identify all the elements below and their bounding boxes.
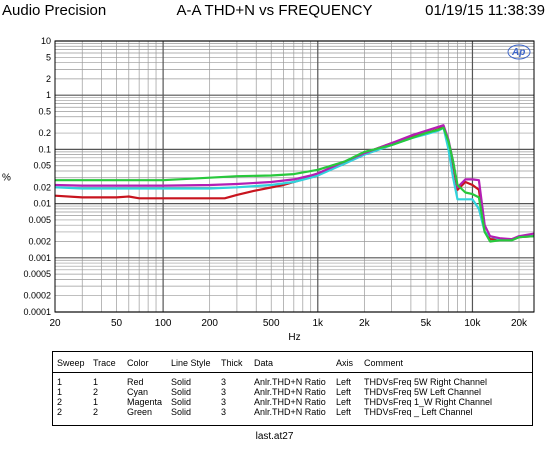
y-tick-label: 5 [46,52,51,62]
x-axis-label: Hz [288,332,300,343]
y-tick-label: 0.002 [28,236,51,246]
legend-cell-data: Anlr.THD+N Ratio [254,397,326,407]
y-tick-label: 2 [46,74,51,84]
file-name: last.at27 [255,431,294,442]
major-gridlines [55,40,534,313]
y-tick-label: 1 [46,90,51,100]
y-tick-labels: 10 5 2 1 0.5 0.2 0.1 0.05 0.02 0.01 0.005 0.002 0.00… [23,36,51,317]
legend-cell-sweep: 1 [57,387,63,397]
x-tick-label: 20 [49,318,61,329]
legend-cell-comment: THDVsFreq 5W Left Channel [364,387,482,397]
legend-cell-thick: 3 [221,397,227,407]
series-group [54,124,535,243]
y-tick-label: 0.0002 [23,291,51,301]
legend-cell-line-style: Solid [171,397,192,407]
ap-logo-icon: Ap [511,47,525,58]
timestamp: 01/19/15 11:38:39 [425,2,545,19]
legend-cell-comment: THDVsFreq 1_W Right Channel [364,397,493,407]
x-tick-label: 500 [263,318,280,329]
legend-cell-trace: 2 [93,407,99,417]
legend-header-sweep: Sweep [57,358,85,368]
legend-cell-sweep: 2 [57,397,63,407]
y-tick-label: 0.02 [33,182,51,192]
legend-cell-thick: 3 [221,377,227,387]
y-tick-label: 0.005 [28,215,51,225]
legend-cell-line-style: Solid [171,377,192,387]
legend-cell-line-style: Solid [171,407,192,417]
x-tick-label: 20k [511,318,528,329]
legend-header-axis: Axis [336,358,354,368]
series-line-4 [55,126,535,243]
legend-header-thick: Thick [221,358,243,368]
y-tick-label: 0.001 [28,253,51,263]
legend-cell-axis: Left [336,397,352,407]
y-tick-label: 0.0001 [23,307,51,317]
legend-cell-color: Magenta [127,397,163,407]
legend-cell-data: Anlr.THD+N Ratio [254,377,326,387]
y-tick-label: 0.5 [38,107,51,117]
x-tick-label: 1k [312,318,324,329]
legend-cell-comment: THDVsFreq _ Left Channel [364,407,473,417]
legend-cell-data: Anlr.THD+N Ratio [254,407,326,417]
legend-cell-axis: Left [336,387,352,397]
y-tick-label: 0.1 [38,144,51,154]
ap-logo-ring [507,44,531,60]
legend-cell-sweep: 1 [57,377,63,387]
x-tick-label: 2k [359,318,371,329]
legend-cell-thick: 3 [221,407,227,417]
legend-cell-axis: Left [336,407,352,417]
y-axis-label: % [2,173,11,184]
legend-header-comment: Comment [364,358,404,368]
y-tick-label: 0.05 [33,161,51,171]
y-tick-label: 10 [41,36,51,46]
thdn-chart: 10 5 2 1 0.5 0.2 0.1 0.05 0.02 0.01 0.005 0.002 0.00… [2,36,535,343]
x-tick-labels: 20 50 100 200 500 1k 2k 5k 10k 20k [49,318,528,329]
y-tick-label: 0.01 [33,199,51,209]
x-tick-label: 200 [201,318,218,329]
legend-header-trace: Trace [93,358,116,368]
legend-cell-trace: 1 [93,377,99,387]
legend-cell-sweep: 2 [57,407,63,417]
y-tick-label: 0.0005 [23,269,51,279]
y-tick-label: 0.2 [38,128,51,138]
app-name: Audio Precision [2,2,107,19]
legend-cell-thick: 3 [221,387,227,397]
x-tick-label: 100 [155,318,172,329]
legend-cell-axis: Left [336,377,352,387]
legend-cell-color: Green [127,407,153,417]
legend-cell-color: Red [127,377,144,387]
legend-header-line-style: Line Style [171,358,211,368]
legend-cell-trace: 2 [93,387,99,397]
legend-cell-comment: THDVsFreq 5W Right Channel [364,377,488,387]
legend-cell-line-style: Solid [171,387,192,397]
legend-cell-data: Anlr.THD+N Ratio [254,387,326,397]
minor-gridlines [54,41,534,312]
legend-header-data: Data [254,358,274,368]
x-tick-label: 50 [111,318,123,329]
legend-table: Sweep Trace Color Line Style Thick Data Axis Co… [52,351,533,426]
x-tick-label: 5k [421,318,433,329]
series-line-3 [54,124,535,241]
legend-header-color: Color [127,358,149,368]
legend-cell-color: Cyan [127,387,149,397]
legend-header-separator [53,372,532,373]
plot-frame [54,40,535,313]
legend-cell-trace: 1 [93,397,99,407]
chart-title: A-A THD+N vs FREQUENCY [176,2,373,19]
x-tick-label: 10k [464,318,481,329]
